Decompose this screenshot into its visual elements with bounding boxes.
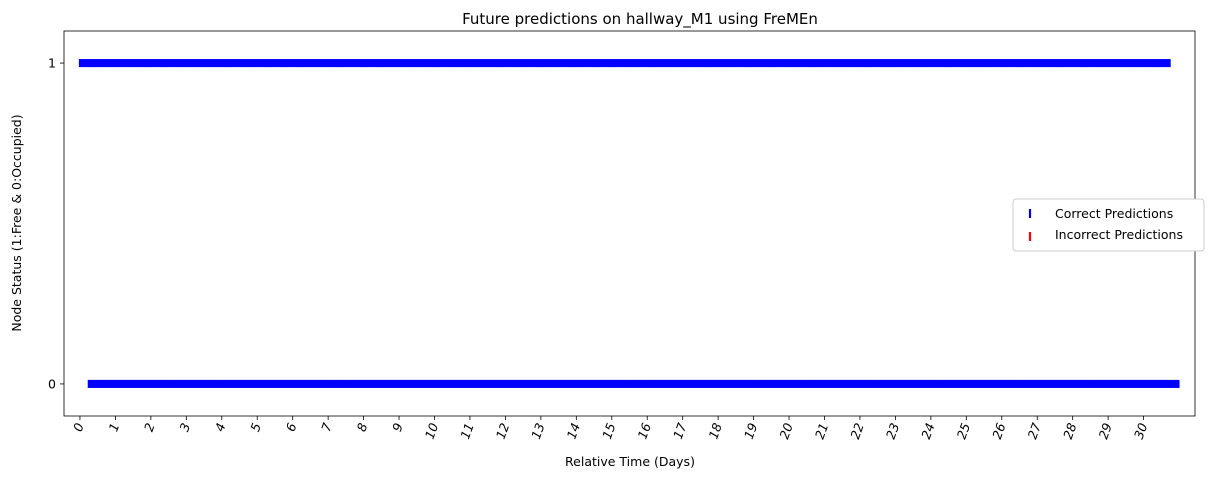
x-tick-label: 0 [70,421,87,434]
x-tick-label: 30 [1131,421,1151,441]
x-tick-label: 15 [599,421,619,441]
x-tick-label: 8 [354,421,371,434]
x-tick-label: 13 [528,421,548,441]
x-tick-label: 29 [1095,421,1115,441]
x-axis-label: Relative Time (Days) [565,454,695,469]
points-layer [78,59,1180,388]
x-axis-ticks: 0 1 2 3 4 5 6 7 8 9 10 11 12 13 14 15 16 17 18 19 20 21 22 23 24… [70,416,1150,441]
x-tick-label: 21 [812,421,832,441]
x-tick-label: 27 [1025,421,1045,441]
y-tick-label: 0 [48,376,56,391]
x-tick-label: 17 [670,421,690,441]
chart-title: Future predictions on hallway_M1 using F… [462,10,818,29]
x-tick-label: 1 [105,421,122,434]
legend-label-correct: Correct Predictions [1055,206,1173,221]
x-tick-label: 18 [705,421,725,441]
x-tick-label: 3 [176,421,193,434]
x-tick-label: 24 [918,421,938,441]
x-tick-label: 14 [564,421,584,441]
x-tick-label: 26 [989,421,1009,441]
x-tick-label: 12 [493,421,513,441]
x-tick-label: 6 [283,421,300,434]
x-tick-label: 20 [776,421,796,441]
x-tick-label: 7 [318,421,335,434]
y-axis-ticks: 01 [48,56,64,391]
x-tick-label: 28 [1060,421,1080,441]
x-tick-label: 22 [847,421,867,441]
x-tick-label: 5 [247,421,264,434]
y-tick-label: 1 [48,56,56,71]
legend: Correct Predictions Incorrect Prediction… [1012,198,1205,252]
x-tick-label: 25 [954,421,974,441]
x-tick-label: 16 [635,421,655,441]
x-tick-label: 10 [422,421,442,441]
x-tick-label: 23 [883,421,903,441]
x-tick-label: 2 [141,421,158,434]
x-tick-label: 11 [457,421,477,441]
legend-label-incorrect: Incorrect Predictions [1055,227,1183,242]
x-tick-label: 9 [389,421,406,434]
x-tick-label: 4 [212,421,229,434]
y-axis-label: Node Status (1:Free & 0:Occupied) [9,114,24,331]
x-tick-label: 19 [741,421,761,441]
legend-frame [1012,198,1205,252]
